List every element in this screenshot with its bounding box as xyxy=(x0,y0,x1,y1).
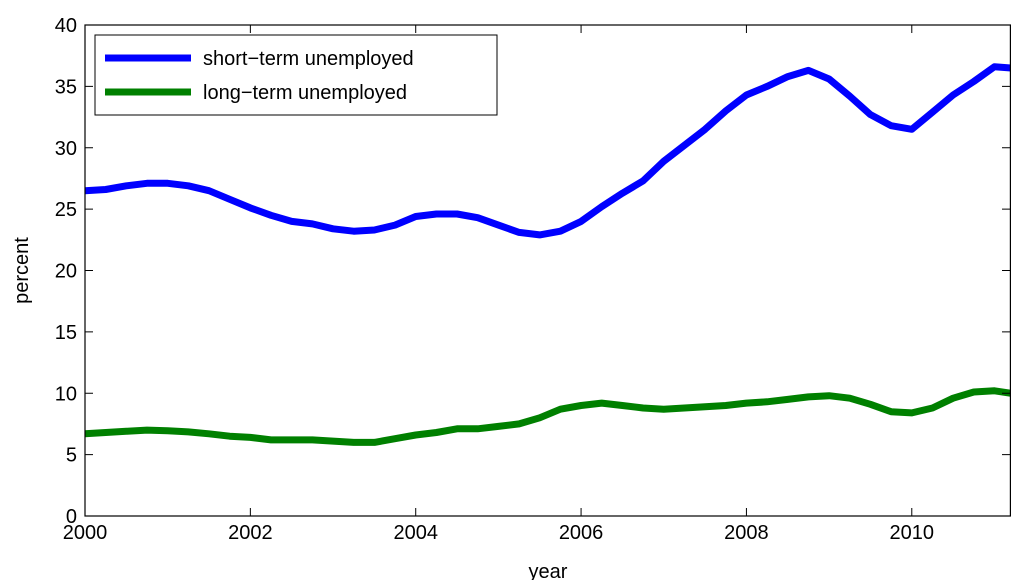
y-tick-label: 5 xyxy=(66,445,77,467)
x-tick-label: 2010 xyxy=(890,522,935,544)
y-tick-label: 25 xyxy=(55,199,77,221)
y-tick-label: 30 xyxy=(55,138,77,160)
series-line-2 xyxy=(84,387,1011,446)
y-tick-label: 20 xyxy=(55,261,77,283)
y-tick-label: 10 xyxy=(55,383,77,405)
x-axis-label: year xyxy=(529,561,568,580)
y-axis-label: percent xyxy=(11,237,33,304)
legend-label-2: long−term unemployed xyxy=(203,82,407,104)
legend-label-1: short−term unemployed xyxy=(203,48,414,70)
x-tick-label: 2002 xyxy=(228,522,273,544)
series-line-1 xyxy=(84,63,1011,239)
legend-box xyxy=(94,34,498,116)
legend: short−term unemployed long−term unemploye… xyxy=(94,34,498,116)
y-tick-label: 0 xyxy=(66,506,77,528)
x-tick-label: 2008 xyxy=(724,522,769,544)
x-tick-label: 2004 xyxy=(393,522,438,544)
y-tick-label: 35 xyxy=(55,76,77,98)
series-group xyxy=(84,63,1011,446)
y-tick-label: 15 xyxy=(55,322,77,344)
axes-group: 2000 2002 2004 2006 2008 2010 0 5 10 15 20 25 30 35 40 xyxy=(55,15,1011,544)
y-tick-label: 40 xyxy=(55,15,77,37)
x-tick-label: 2006 xyxy=(559,522,604,544)
x-tick-label: 2000 xyxy=(63,522,108,544)
